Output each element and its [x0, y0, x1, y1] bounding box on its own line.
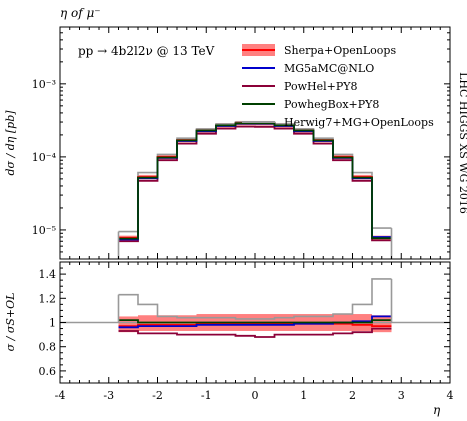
ratio-y-tick-label: 1: [49, 317, 56, 330]
x-tick-label: 3: [398, 389, 405, 402]
main-series-mg5amc-nlo: [118, 122, 392, 241]
ratio-series-lines: [117, 278, 393, 338]
main-series-powhegbox-py8: [118, 122, 392, 240]
ratio-x-ticks: -4 -3 -2 -1 0 1 2 3 4: [55, 262, 454, 402]
main-uncertainty-band: [118, 120, 392, 241]
ratio-series-powhegbox-py8: [118, 319, 392, 324]
ratio-y-tick-label: 0.8: [39, 341, 57, 354]
main-panel: 10⁻⁵ 10⁻⁴ 10⁻³ pp → 4b2l2ν @ 13 TeV Sherpa…: [4, 26, 467, 260]
legend-label-powhegbox-py8: PowhegBox+PY8: [284, 98, 379, 111]
legend-label-sherpa-openloops: Sherpa+OpenLoops: [284, 44, 396, 57]
main-y-tick-label: 10⁻⁴: [32, 151, 57, 164]
ratio-y-tick-label: 1.4: [39, 268, 57, 281]
ratio-series-powhel-py8: [118, 327, 392, 338]
legend-label-powhel-py8: PowHel+PY8: [284, 80, 358, 93]
ratio-band-bin: [372, 315, 392, 333]
ratio-y-tick-label: 0.6: [39, 365, 57, 378]
side-label: LHC HIGGS XS WG 2016: [457, 72, 467, 214]
x-tick-label: 0: [252, 389, 259, 402]
main-series-powhel-py8: [118, 125, 392, 243]
legend-label-mg5amc-nlo: MG5aMC@NLO: [284, 62, 374, 75]
ratio-y-axis-label: σ / σS+OL: [4, 293, 17, 352]
x-tick-label: 4: [447, 389, 454, 402]
main-y-tick-label: 10⁻³: [32, 78, 56, 91]
main-series-sherpa-openloops: [118, 122, 392, 239]
ratio-y-tick-label: 1.2: [39, 292, 57, 305]
x-tick-label: 2: [349, 389, 356, 402]
ratio-panel: 0.6 0.8 1 1.2 1.4 -4 -3 -2 -1 0 1 2 3 4 σ / σS+OL η: [4, 261, 454, 417]
main-frame: [59, 26, 451, 260]
main-series-herwig7-mg-openloops: [118, 121, 392, 233]
x-tick-label: -3: [103, 389, 114, 402]
ratio-band-bin: [118, 316, 138, 333]
x-tick-label: -4: [55, 389, 66, 402]
main-series-lines: [117, 121, 393, 259]
ratio-series-sherpa-openloops: [118, 322, 392, 327]
main-y-tick-label: 10⁻⁵: [32, 224, 56, 237]
x-tick-label: 1: [300, 389, 307, 402]
legend-label-herwig7-mg-openloops: Herwig7+MG+OpenLoops: [284, 116, 434, 129]
ratio-frame: [59, 261, 451, 384]
main-x-ticks: [59, 27, 451, 259]
process-label: pp → 4b2l2ν @ 13 TeV: [78, 44, 215, 58]
chart-title: η of μ⁻: [60, 6, 101, 20]
ratio-series-herwig7-mg-openloops: [118, 278, 392, 320]
x-tick-label: -2: [152, 389, 163, 402]
legend: Sherpa+OpenLoops MG5aMC@NLO PowHel+PY8 Powh…: [242, 44, 434, 129]
x-tick-label: -1: [201, 389, 212, 402]
main-y-ticks: 10⁻⁵ 10⁻⁴ 10⁻³: [32, 26, 450, 260]
main-y-axis-label: dσ / dη [pb]: [4, 110, 17, 176]
x-axis-label: η: [433, 403, 441, 417]
